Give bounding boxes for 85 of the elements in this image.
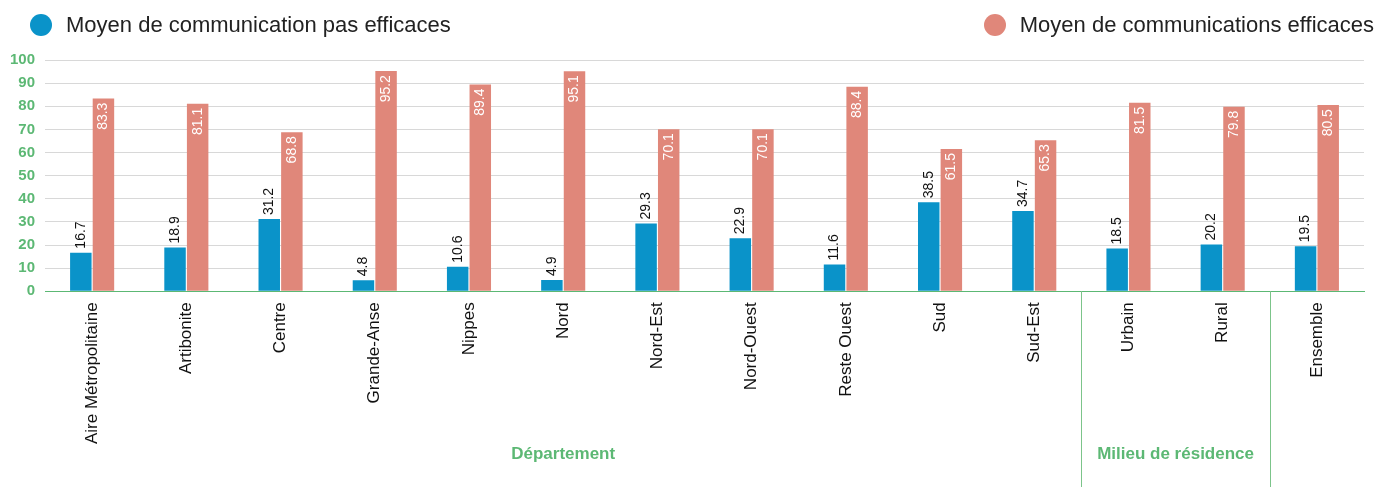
data-label: 18.5 xyxy=(1108,217,1125,245)
y-tick-label: 100 xyxy=(10,50,36,68)
bar xyxy=(186,103,209,291)
data-label: 65.3 xyxy=(1036,144,1053,172)
bar xyxy=(352,280,375,291)
x-tick-label: Centre xyxy=(270,302,290,354)
bar xyxy=(469,84,492,291)
y-tick-label: 70 xyxy=(18,119,36,137)
bar xyxy=(657,129,680,291)
data-label: 83.3 xyxy=(94,102,111,130)
y-tick-label: 0 xyxy=(26,281,36,299)
bar xyxy=(1223,106,1245,291)
text: Département xyxy=(511,443,616,463)
data-label: 16.7 xyxy=(71,221,88,249)
bar xyxy=(164,247,186,291)
bar xyxy=(446,266,469,291)
x-tick-label: Rural xyxy=(1212,302,1232,343)
data-label: 88.4 xyxy=(848,90,864,119)
bar xyxy=(729,238,752,291)
bar xyxy=(918,202,940,291)
x-tick-label: Sud-Est xyxy=(1023,302,1043,363)
bar xyxy=(541,279,563,291)
y-tick-label: 20 xyxy=(18,235,36,253)
x-tick-label: Ensemble xyxy=(1306,302,1326,378)
data-label: 61.5 xyxy=(942,152,959,181)
bar xyxy=(563,71,586,291)
y-tick-label: 10 xyxy=(18,258,36,276)
y-tick-label: 30 xyxy=(18,212,36,230)
data-label: 11.6 xyxy=(825,234,842,261)
data-label: 38.5 xyxy=(919,170,936,199)
x-tick-label: Nord-Ouest xyxy=(741,302,761,391)
bar xyxy=(1200,244,1223,291)
data-label: 95.2 xyxy=(376,74,393,103)
x-tick-label: Urbain xyxy=(1118,302,1138,353)
data-label: 70.1 xyxy=(659,132,676,161)
data-label: 20.2 xyxy=(1202,213,1219,241)
data-label: 4.9 xyxy=(542,256,559,276)
bar xyxy=(70,252,92,291)
data-label: 10.6 xyxy=(448,235,465,263)
bar xyxy=(635,223,657,291)
bar xyxy=(1034,140,1057,291)
x-tick-label: Nord-Est xyxy=(647,302,667,370)
legend-label: Moyen de communication pas efficaces xyxy=(66,12,451,38)
data-label: 34.7 xyxy=(1013,179,1030,208)
data-label: 18.9 xyxy=(165,216,182,244)
bar xyxy=(823,264,846,291)
bar xyxy=(752,129,774,291)
bar xyxy=(375,71,397,291)
x-tick-label: Nippes xyxy=(458,302,478,356)
data-label: 95.1 xyxy=(565,75,582,103)
bar xyxy=(1129,102,1151,291)
bar xyxy=(940,149,963,291)
bar xyxy=(281,132,303,291)
bar xyxy=(1012,211,1034,291)
data-label: 81.1 xyxy=(188,107,205,135)
y-tick-label: 50 xyxy=(18,165,36,183)
x-tick-label: Sud xyxy=(929,302,949,333)
data-label: 79.8 xyxy=(1224,110,1241,138)
data-label: 29.3 xyxy=(636,192,653,220)
data-label: 4.8 xyxy=(354,256,371,277)
legend-label: Moyen de communications efficaces xyxy=(1019,12,1374,38)
y-tick-label: 60 xyxy=(18,142,36,160)
bar xyxy=(846,86,868,291)
data-label: 68.8 xyxy=(282,135,299,164)
y-tick-label: 40 xyxy=(18,188,36,206)
bar xyxy=(258,219,280,291)
data-label: 80.5 xyxy=(1319,108,1336,137)
bar xyxy=(1317,105,1339,291)
data-label: 89.4 xyxy=(471,88,488,116)
y-tick-label: 80 xyxy=(18,96,36,114)
text: Milieu de résidence xyxy=(1097,443,1254,463)
data-label: 22.9 xyxy=(731,206,748,235)
data-label: 31.2 xyxy=(260,187,277,216)
data-label: 70.1 xyxy=(753,132,770,161)
x-tick-label: Artibonite xyxy=(176,302,196,375)
x-tick-label: Grande-Anse xyxy=(364,302,384,404)
bar xyxy=(1106,248,1128,291)
data-label: 19.5 xyxy=(1296,214,1313,243)
bar xyxy=(1294,246,1317,291)
x-tick-label: Aire Métropolitaine xyxy=(81,302,101,445)
bar xyxy=(92,98,115,291)
x-tick-label: Reste Ouest xyxy=(835,302,855,397)
x-tick-label: Nord xyxy=(552,302,572,340)
data-label: 81.5 xyxy=(1130,106,1147,135)
y-tick-label: 90 xyxy=(18,73,36,91)
